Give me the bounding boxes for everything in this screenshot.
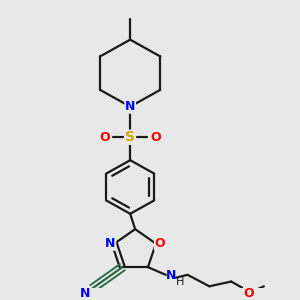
Text: O: O xyxy=(154,237,165,250)
Text: H: H xyxy=(176,278,184,287)
Text: N: N xyxy=(166,269,176,282)
Text: O: O xyxy=(99,131,110,144)
Text: O: O xyxy=(151,131,161,144)
Text: O: O xyxy=(244,286,254,299)
Text: N: N xyxy=(125,100,135,113)
Text: N: N xyxy=(80,286,90,299)
Text: S: S xyxy=(125,130,135,144)
Text: N: N xyxy=(105,237,116,250)
